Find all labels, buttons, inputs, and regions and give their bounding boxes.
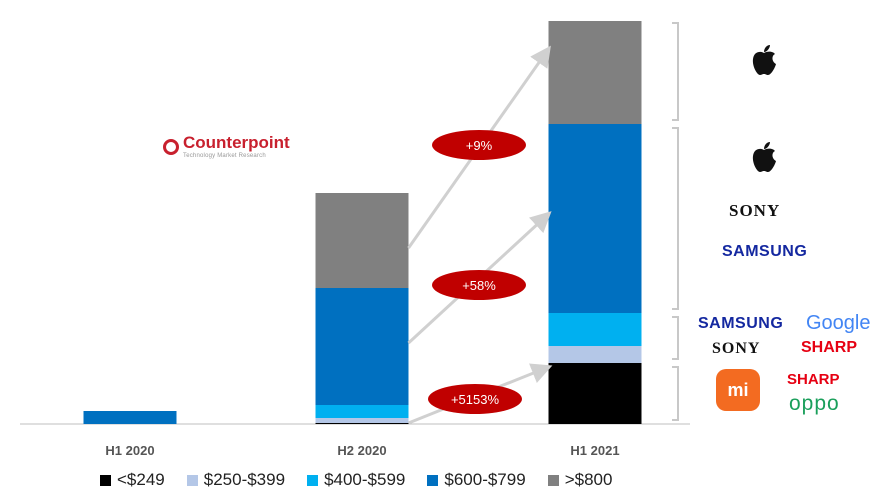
xiaomi-logo-text: mi [727,379,749,400]
sharp-logo-2: SHARP [787,371,840,388]
legend-swatch [186,474,198,486]
counterpoint-logo-icon [163,138,179,155]
bar-3-400599 [548,313,642,346]
growth-label: +58% [462,278,496,293]
bar-3-250399 [548,346,642,363]
growth-label: +5153% [451,392,500,407]
legend-item: $600-$799 [427,470,526,490]
legend-label: $600-$799 [444,470,526,489]
legend-item: $400-$599 [307,470,405,490]
bar-3-249 [548,363,642,424]
samsung-logo-2: SAMSUNG [698,315,784,332]
apple-logo-icon [752,45,776,75]
bracket-250-599 [672,316,679,360]
bar-2-400599 [315,405,409,418]
sony-logo-2: SONY [712,340,761,357]
growth-badge [432,270,526,300]
sharp-logo: SHARP [801,339,858,356]
bar-3-800 [548,21,642,124]
legend-swatch [307,474,319,486]
bar-3-600799 [548,124,642,313]
chart-legend: <$249 $250-$399 $400-$599 $600-$799 >$800 [100,470,612,490]
sony-logo: SONY [729,201,781,220]
google-logo: Google [806,312,871,334]
counterpoint-logo-name: Counterpoint [183,133,290,152]
apple-logo-icon-2 [752,142,776,172]
legend-label: $250-$399 [203,470,286,489]
bracket-over-800 [672,22,679,121]
legend-label: $400-$599 [324,470,406,489]
legend-swatch [427,474,439,486]
legend-item: $250-$399 [186,470,286,490]
x-tick-label: H1 2021 [570,443,619,458]
legend-item: <$249 [100,470,165,490]
bar-2-800 [315,193,409,288]
legend-label: <$249 [117,470,165,489]
bracket-600-799 [672,127,679,310]
bar-1-600799 [83,411,177,424]
bar-2-249 [315,423,409,424]
x-tick-label: H2 2020 [337,443,386,458]
samsung-logo: SAMSUNG [722,243,808,260]
legend-label: >$800 [564,470,613,489]
counterpoint-logo-tagline: Technology Market Research [183,153,266,159]
bar-2-600799 [315,288,409,405]
counterpoint-logo: Counterpoint Technology Market Research [163,134,290,159]
legend-item: >$800 [547,470,613,490]
legend-swatch [547,474,559,486]
bar-2-250399 [315,418,409,423]
growth-badge [432,130,526,160]
legend-swatch [100,474,111,486]
growth-label: +9% [466,138,493,153]
growth-badge [428,384,522,414]
bracket-under-249 [672,366,679,421]
oppo-logo: oppo [789,392,840,415]
x-tick-label: H1 2020 [105,443,154,458]
xiaomi-logo: mi [716,369,760,411]
